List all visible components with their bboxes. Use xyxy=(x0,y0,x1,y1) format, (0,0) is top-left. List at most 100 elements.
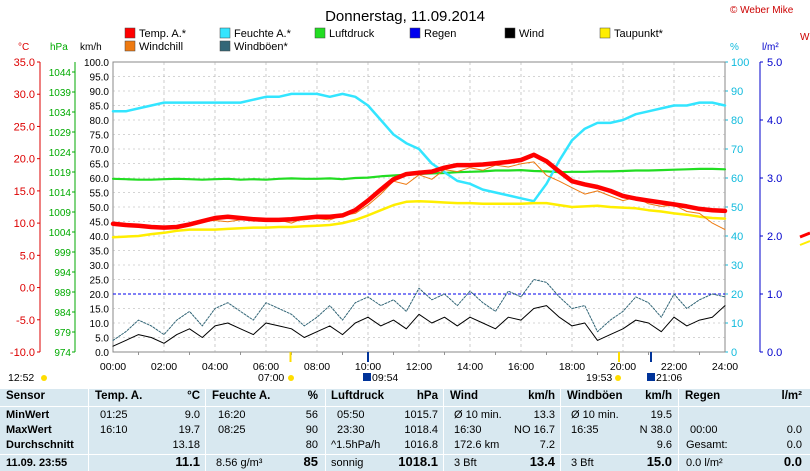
wind-max: NO 16.7 xyxy=(514,424,555,436)
rain-tick-label: 1.0 xyxy=(767,289,782,301)
temp-tick-label: -10.0 xyxy=(10,347,35,359)
rain-header: Regen xyxy=(685,390,721,402)
hum-header: Feuchte A. xyxy=(212,390,271,402)
wind-current: 13.4 xyxy=(529,454,555,469)
x-tick-label: 22:00 xyxy=(661,361,687,373)
sunset-label: 19:53 xyxy=(586,372,612,384)
sunset-marker xyxy=(618,352,620,362)
sunrise-label: 07:00 xyxy=(258,372,284,384)
row-label-min: MinWert xyxy=(6,409,50,421)
x-tick-label: 10:00 xyxy=(355,361,381,373)
x-tick-label: 06:00 xyxy=(253,361,279,373)
rain-unit: l/m² xyxy=(781,390,802,402)
press-min-time: 05:50 xyxy=(337,409,365,421)
wind-max-time: 16:30 xyxy=(454,424,482,436)
wind-tick-label: 20.0 xyxy=(90,290,110,301)
rain-tick-label: 5.0 xyxy=(767,57,782,69)
humidity-tick-label: 40 xyxy=(731,231,743,243)
hum-max-time: 08:25 xyxy=(218,424,246,436)
rain-tick-label: 3.0 xyxy=(767,173,782,185)
x-tick-label: 08:00 xyxy=(304,361,330,373)
temp-tick-label: 35.0 xyxy=(14,57,35,69)
pressure-tick-label: 974 xyxy=(54,348,71,359)
gust-current: 15.0 xyxy=(646,454,672,469)
humidity-tick-label: 50 xyxy=(731,202,743,214)
pressure-tick-label: 1039 xyxy=(49,88,72,99)
rain-total-label: Gesamt: xyxy=(686,439,728,451)
legend-swatch xyxy=(124,40,136,52)
press-max-time: 23:30 xyxy=(337,424,365,436)
sunset-icon xyxy=(615,375,621,381)
sun-icon xyxy=(41,375,47,381)
temp-tick-label: -5.0 xyxy=(16,315,35,327)
wind-tick-label: 100.0 xyxy=(84,58,109,69)
legend-label: Windchill xyxy=(139,41,183,53)
wind-tick-label: 0.0 xyxy=(95,348,109,359)
hum-min: 56 xyxy=(305,409,318,421)
pressure-tick-label: 984 xyxy=(54,308,71,319)
wind-tick-label: 55.0 xyxy=(90,189,110,200)
legend-swatch xyxy=(314,27,326,39)
rain-tick-label: 0.0 xyxy=(767,347,782,359)
hum-current: 85 xyxy=(303,454,318,469)
x-tick-label: 24:00 xyxy=(712,361,738,373)
edge-dewpoint-fragment xyxy=(799,240,810,246)
wind-unit: km/h xyxy=(528,390,555,402)
press-current: 1018.1 xyxy=(398,454,438,469)
wind-r1-label: Ø 10 min. xyxy=(454,409,502,421)
gust-max-time: 16:35 xyxy=(571,424,599,436)
temp-avg: 13.18 xyxy=(172,439,200,451)
moonrise-label: 21:06 xyxy=(656,372,682,384)
press-trend: ^1.5hPa/h xyxy=(331,439,381,451)
press-avg: 1016.8 xyxy=(404,439,438,451)
x-tick-label: 00:00 xyxy=(100,361,126,373)
wind-axis-unit: km/h xyxy=(80,42,102,53)
sunrise-icon xyxy=(288,375,294,381)
wind-r1-value: 13.3 xyxy=(533,409,555,421)
temp-tick-label: 0.0 xyxy=(20,283,35,295)
temp-min: 9.0 xyxy=(184,409,200,421)
press-unit: hPa xyxy=(416,390,438,402)
rain-today: 0.0 l/m² xyxy=(686,457,723,469)
pressure-tick-label: 1004 xyxy=(49,228,72,239)
pressure-tick-label: 989 xyxy=(54,288,71,299)
legend-swatch xyxy=(504,27,516,39)
temp-min-time: 01:25 xyxy=(100,409,128,421)
wind-tick-label: 15.0 xyxy=(90,305,110,316)
temp-tick-label: 30.0 xyxy=(14,89,35,101)
moonset-marker xyxy=(367,352,369,362)
copyright-text: © Weber Mike xyxy=(730,5,794,16)
weather-state: sonnig xyxy=(331,457,364,469)
pressure-tick-label: 1024 xyxy=(49,148,72,159)
gust-avg: 9.6 xyxy=(656,439,672,451)
rain-tick-label: 2.0 xyxy=(767,231,782,243)
legend-label: Regen xyxy=(424,28,456,40)
legend-label: Temp. A.* xyxy=(139,28,187,40)
legend-swatch xyxy=(409,27,421,39)
pressure-tick-label: 1019 xyxy=(49,168,72,179)
pressure-tick-label: 979 xyxy=(54,328,71,339)
wind-tick-label: 45.0 xyxy=(90,218,110,229)
wind-tick-label: 65.0 xyxy=(90,160,110,171)
humidity-tick-label: 0 xyxy=(731,347,737,359)
rain-total: 0.0 xyxy=(786,439,802,451)
moonrise-icon xyxy=(647,373,655,381)
humidity-tick-label: 70 xyxy=(731,144,743,156)
pressure-tick-label: 1029 xyxy=(49,128,72,139)
pressure-tick-label: 999 xyxy=(54,248,71,259)
x-tick-label: 16:00 xyxy=(508,361,534,373)
series-wind xyxy=(112,305,726,347)
x-tick-label: 04:00 xyxy=(202,361,228,373)
wind-bft: 3 Bft xyxy=(454,457,477,469)
current-datetime: 11.09. 23:55 xyxy=(6,457,68,469)
hum-max: 90 xyxy=(305,424,318,436)
gust-r1-value: 19.5 xyxy=(650,409,672,421)
wind-tick-label: 5.0 xyxy=(95,334,109,345)
moonrise-marker xyxy=(650,352,652,362)
copyright-text-right: W xyxy=(800,32,810,43)
hum-min-time: 16:20 xyxy=(218,409,246,421)
legend-label: Taupunkt* xyxy=(614,28,664,40)
rain-max: 0.0 xyxy=(786,424,802,436)
summary-table: Sensor MinWert MaxWert Durchschnitt 11.0… xyxy=(0,389,810,471)
x-tick-label: 20:00 xyxy=(610,361,636,373)
